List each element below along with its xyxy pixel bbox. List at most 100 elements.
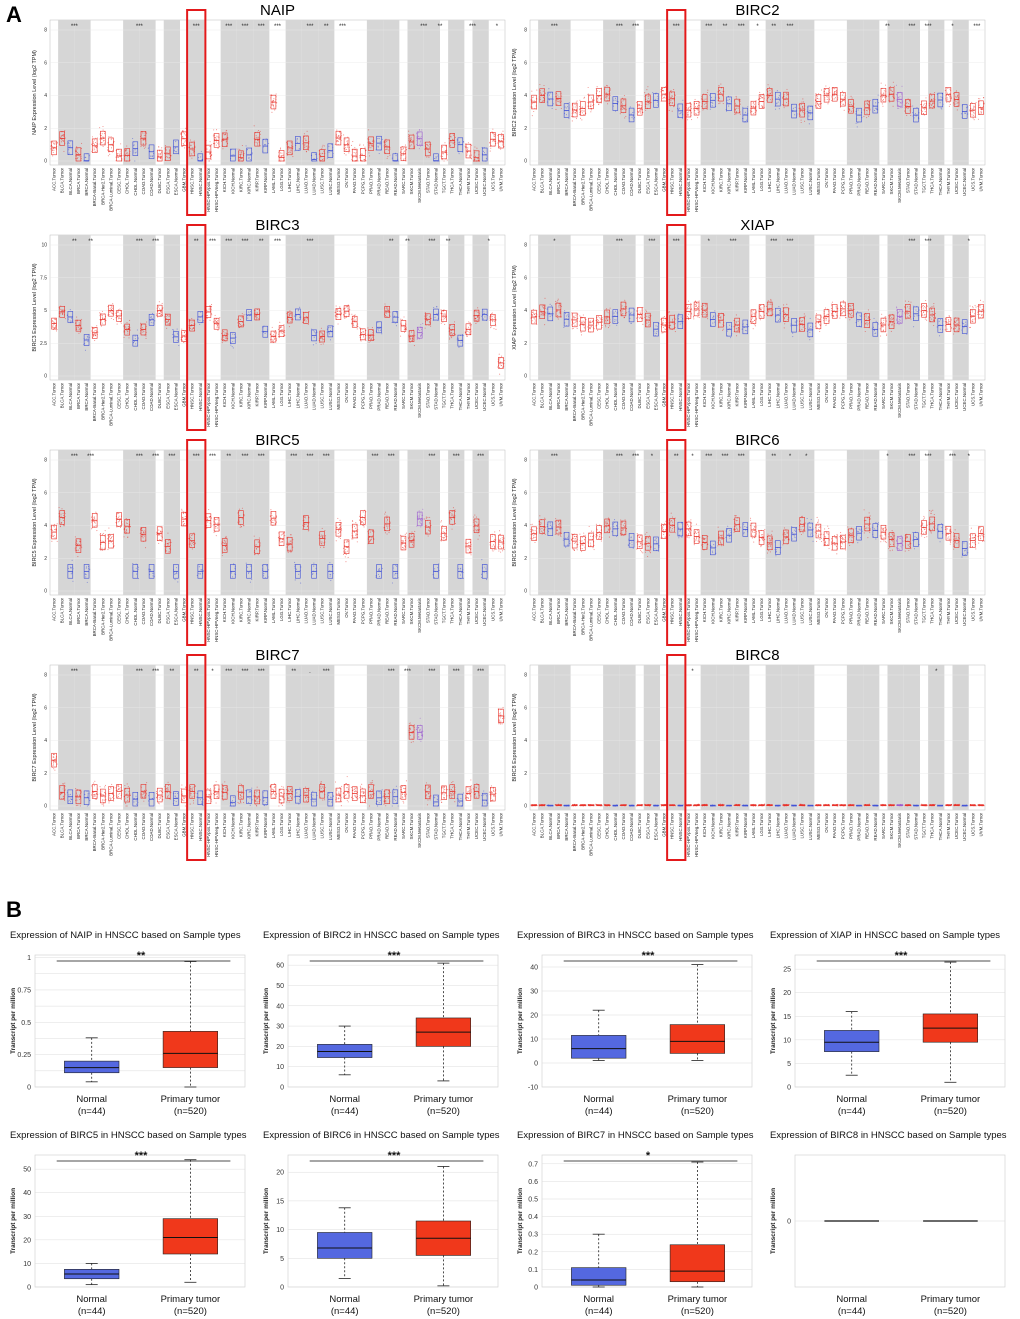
data-point <box>184 330 186 333</box>
data-point <box>274 109 276 111</box>
data-point <box>100 320 102 322</box>
shade-band <box>123 235 140 380</box>
data-point <box>785 97 787 99</box>
data-point <box>371 336 373 338</box>
data-point <box>213 129 215 131</box>
x-tick-label: HNSC-HPVneg.Tumor <box>214 167 219 212</box>
data-point <box>726 330 729 332</box>
data-point <box>543 305 545 307</box>
significance-marker: *** <box>786 24 794 30</box>
data-point <box>217 329 219 331</box>
data-point <box>475 311 477 313</box>
data-point <box>458 153 460 155</box>
data-point <box>211 314 213 316</box>
data-point <box>369 142 371 144</box>
data-point <box>695 305 697 308</box>
data-point <box>155 315 158 317</box>
data-point <box>908 100 911 102</box>
data-point <box>125 151 127 153</box>
x-tick-label: ESCA.Normal <box>173 168 178 195</box>
data-point <box>62 140 64 142</box>
data-point <box>901 85 903 87</box>
data-point <box>889 92 891 94</box>
data-point <box>695 112 697 114</box>
data-point <box>117 311 119 313</box>
data-point <box>387 156 389 158</box>
data-point <box>637 312 639 315</box>
data-point <box>257 130 260 132</box>
data-point <box>272 99 275 102</box>
x-tick-label: UCS.Tumor <box>490 167 495 191</box>
data-point <box>817 103 819 105</box>
significance-marker: ** <box>88 239 93 245</box>
data-point <box>264 144 266 146</box>
data-point <box>223 339 225 341</box>
shade-band <box>603 20 620 165</box>
data-point <box>78 332 80 334</box>
data-point <box>255 137 257 139</box>
data-point <box>609 307 611 309</box>
data-point <box>623 317 625 319</box>
data-point <box>237 322 239 324</box>
data-point <box>111 307 113 309</box>
data-point <box>688 308 690 310</box>
data-point <box>136 329 138 331</box>
data-point <box>397 160 400 162</box>
data-point <box>972 111 975 113</box>
data-point <box>972 117 974 119</box>
data-point <box>656 101 659 103</box>
x-tick-label: KIRC.Normal <box>247 383 252 409</box>
shade-band <box>733 20 750 165</box>
data-point <box>767 84 769 86</box>
data-point <box>933 105 935 108</box>
data-point <box>555 300 557 303</box>
x-tick-label: BRCA.Tumor <box>76 167 81 193</box>
data-point <box>125 149 127 151</box>
data-point <box>533 110 535 113</box>
data-point <box>973 105 975 107</box>
data-point <box>427 151 429 153</box>
data-point <box>258 318 260 320</box>
x-tick-label: PRAD.Normal <box>377 383 382 411</box>
data-point <box>359 144 361 146</box>
data-point <box>735 104 737 106</box>
data-point <box>321 159 324 161</box>
data-point <box>826 92 828 94</box>
data-point <box>892 81 894 83</box>
x-tick-label: STAD.Tumor <box>425 167 430 193</box>
data-point <box>645 109 647 111</box>
data-point <box>573 106 575 108</box>
data-point <box>466 330 468 332</box>
data-point <box>160 152 162 154</box>
data-point <box>93 142 95 145</box>
data-point <box>214 314 216 316</box>
data-point <box>769 89 771 91</box>
data-point <box>835 92 837 94</box>
data-point <box>469 154 471 156</box>
data-point <box>819 103 821 105</box>
data-point <box>778 95 780 97</box>
data-point <box>354 147 356 149</box>
data-point <box>209 145 211 148</box>
data-point <box>225 336 227 338</box>
data-point <box>694 110 696 112</box>
data-point <box>338 139 340 141</box>
x-tick-label: COAD.Tumor <box>621 167 626 194</box>
x-tick-label: ACC.Tumor <box>52 167 57 191</box>
data-point <box>320 154 322 156</box>
data-point <box>223 133 225 135</box>
data-point <box>892 90 894 93</box>
data-point <box>79 328 81 330</box>
data-point <box>947 87 949 89</box>
data-point <box>752 105 754 108</box>
data-point <box>833 88 835 90</box>
data-point <box>69 309 71 311</box>
data-point <box>728 105 730 107</box>
data-point <box>499 361 501 363</box>
data-point <box>128 337 130 339</box>
data-point <box>188 146 190 148</box>
data-point <box>574 324 576 326</box>
data-point <box>239 324 241 326</box>
data-point <box>79 323 81 325</box>
data-point <box>977 118 980 120</box>
